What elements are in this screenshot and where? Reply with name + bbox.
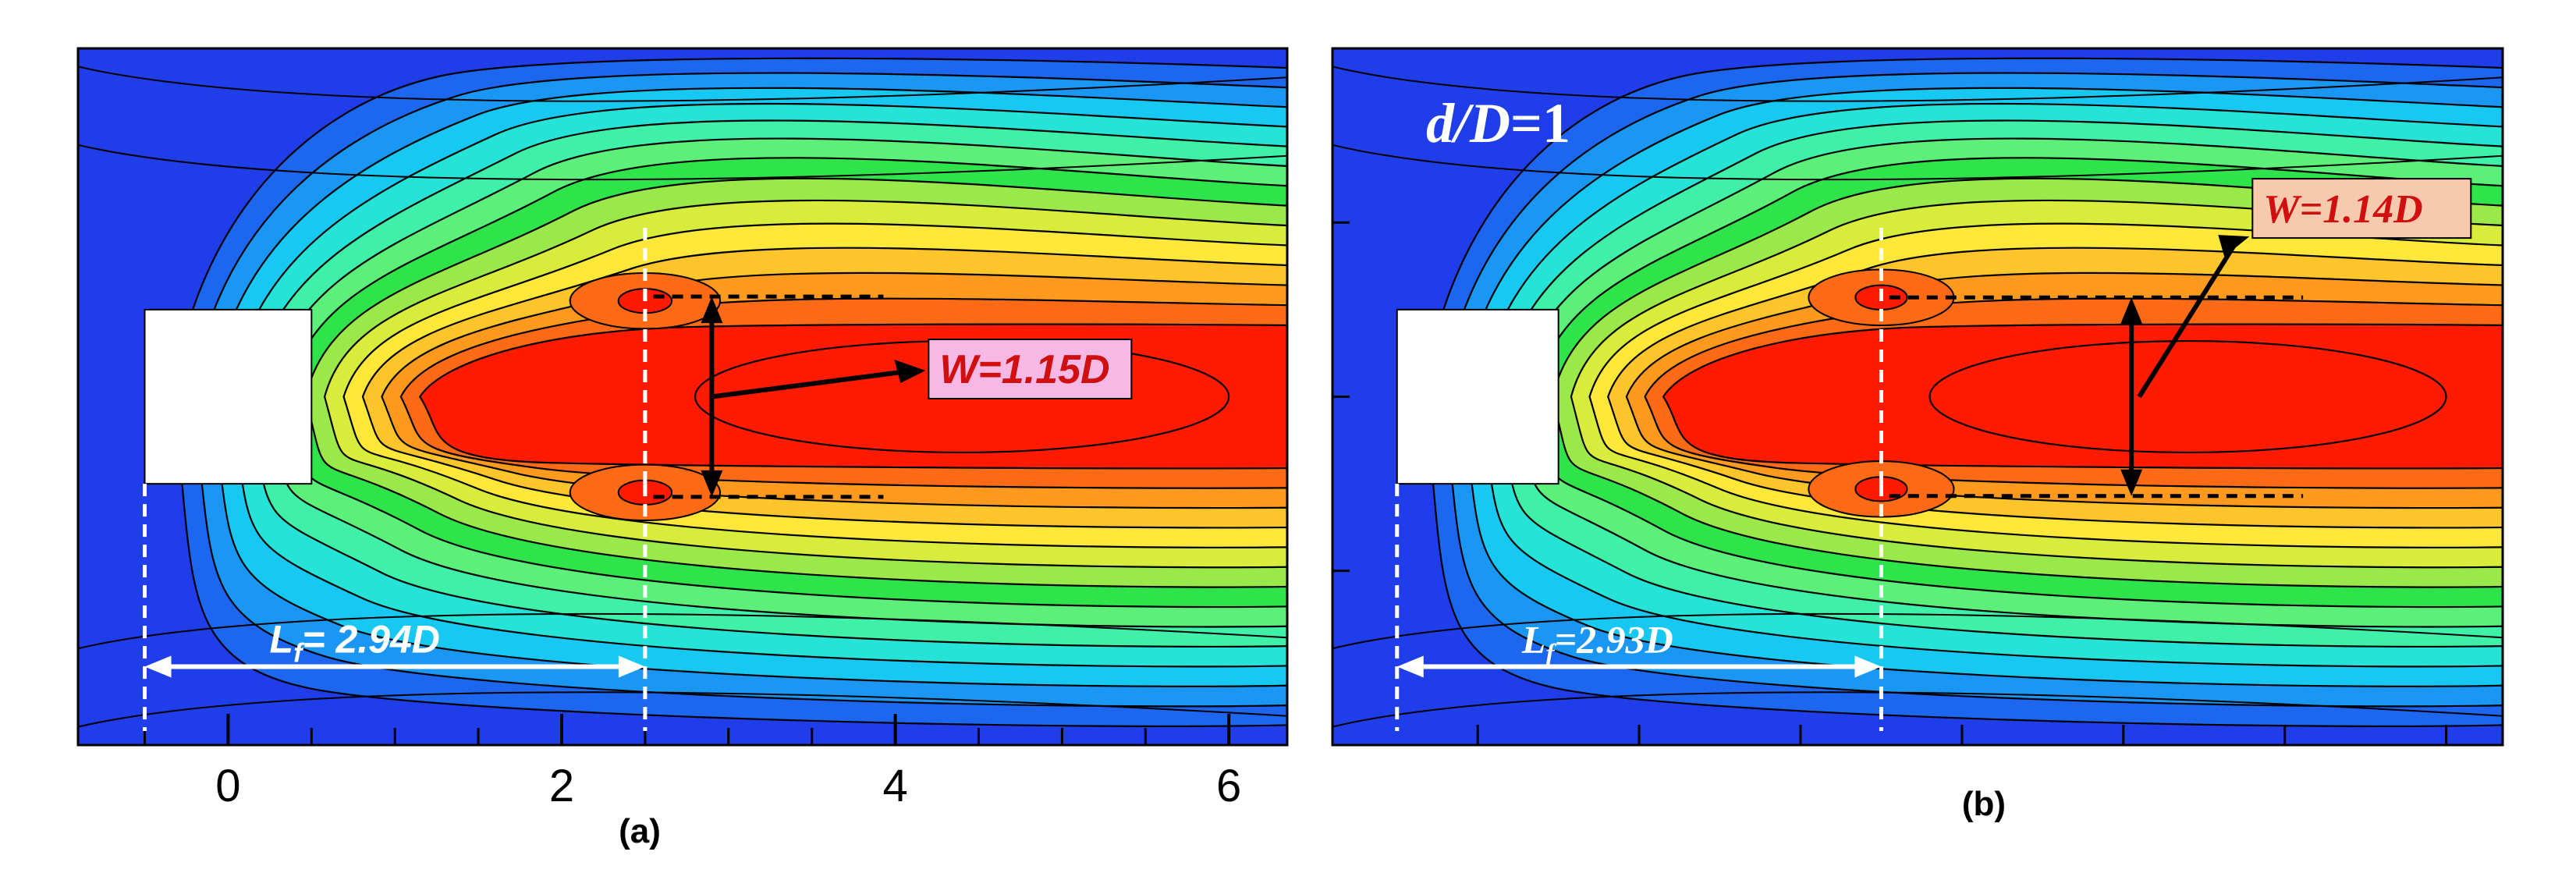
contour-line: [78, 612, 1287, 650]
arrow-head: [2120, 297, 2143, 325]
formation-length-label: Lf=2.93D: [1521, 618, 1673, 669]
formation-length-label: Lf= 2.94D: [270, 618, 440, 669]
contour-line: [78, 144, 1287, 181]
bluff-body: [144, 308, 313, 485]
arrow-head: [144, 655, 172, 678]
wake-width-pointer: [2137, 240, 2239, 399]
contour-line: [78, 691, 1287, 728]
x-tick-label: 2: [549, 761, 574, 811]
arrow-head: [701, 470, 723, 497]
contour-line: [78, 66, 1287, 102]
arrow-head: [701, 296, 723, 324]
wake-width-label: W=1.14D: [2263, 187, 2422, 232]
panel-b: Lf=2.93D W=1.14D d/D=1: [1300, 0, 2551, 814]
arrow-head: [618, 655, 645, 678]
wake-width-label: W=1.15D: [939, 347, 1109, 392]
x-tick-label: 0: [215, 761, 240, 811]
contour-line: [1332, 66, 2503, 102]
contour-line: [1300, 0, 2551, 23]
contour-line: [1300, 771, 2551, 814]
x-tick-label: 6: [1216, 761, 1241, 811]
x-tick-label: 4: [882, 761, 907, 811]
case-label: d/D=1: [1426, 92, 1570, 154]
wake-width-label-box: [2251, 178, 2472, 240]
panel-label-a: (a): [619, 812, 661, 850]
panel-label-b: (b): [1962, 785, 2006, 823]
plot-frame: [76, 47, 1289, 747]
bluff-body: [1396, 308, 1559, 485]
contour-line: [1332, 691, 2503, 728]
arrow-head: [2120, 469, 2143, 496]
panel-a: 0 2 4 6 Lf= 2.94D W=1.15D: [44, 0, 1337, 811]
wake-width-pointer: [711, 368, 914, 399]
arrow-head: [1854, 655, 1882, 678]
contour-line: [1332, 144, 2503, 181]
contour-line: [1332, 612, 2503, 650]
contour-line: [44, 0, 1337, 23]
contour-core: [1928, 339, 2447, 454]
arrow-head: [2218, 235, 2250, 257]
wake-width-label-box: [928, 339, 1133, 400]
arrow-head: [1396, 655, 1424, 678]
arrow-head: [894, 360, 926, 384]
